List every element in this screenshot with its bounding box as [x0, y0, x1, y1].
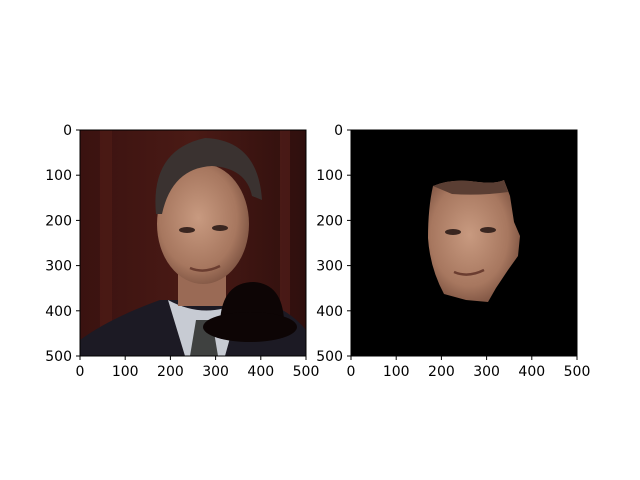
- left-eye: [212, 225, 228, 231]
- right-y-tick-label: 100: [316, 168, 343, 184]
- right-x-tick-label: 500: [564, 364, 591, 380]
- left-x-tick-label: 400: [247, 364, 274, 380]
- right-image: [351, 130, 577, 356]
- right-axes-frame: [350, 129, 578, 357]
- right-y-tick-label: 200: [316, 213, 343, 229]
- left-mouth: [189, 264, 221, 272]
- right-face-region: [428, 180, 520, 302]
- left-y-tick-label: 500: [45, 349, 72, 365]
- right-y-tick-label: 0: [334, 123, 343, 139]
- left-y-tick-label: 400: [45, 304, 72, 320]
- left-y-tick-label: 0: [63, 123, 72, 139]
- left-x-tick-label: 300: [202, 364, 229, 380]
- right-x-tick-label: 100: [383, 364, 410, 380]
- left-x-tick-label: 500: [293, 364, 320, 380]
- left-background-stripe: [280, 130, 290, 356]
- right-y-tick-label: 300: [316, 259, 343, 275]
- left-hair: [155, 138, 262, 214]
- left-image: [80, 130, 306, 356]
- right-x-tick-label: 200: [428, 364, 455, 380]
- right-eye: [445, 229, 461, 235]
- left-eye: [179, 227, 195, 233]
- right-hairline: [433, 180, 508, 195]
- left-x-tick-label: 200: [157, 364, 184, 380]
- left-y-tick-label: 300: [45, 259, 72, 275]
- bowler-hat: [203, 282, 297, 342]
- right-x-tick-label: 0: [347, 364, 356, 380]
- hat-brim: [203, 312, 297, 342]
- left-face: [157, 164, 249, 284]
- right-x-tick-label: 300: [473, 364, 500, 380]
- right-y-tick-label: 500: [316, 349, 343, 365]
- left-x-tick-label: 100: [112, 364, 139, 380]
- hat-crown: [220, 282, 284, 322]
- right-mouth: [453, 268, 485, 276]
- right-x-tick-label: 400: [518, 364, 545, 380]
- left-x-tick-label: 0: [76, 364, 85, 380]
- right-y-tick-label: 400: [316, 304, 343, 320]
- left-background-stripe: [100, 130, 112, 356]
- left-y-tick-label: 100: [45, 168, 72, 184]
- left-axes-frame: [79, 129, 307, 357]
- right-eye: [480, 227, 496, 233]
- left-y-tick-label: 200: [45, 213, 72, 229]
